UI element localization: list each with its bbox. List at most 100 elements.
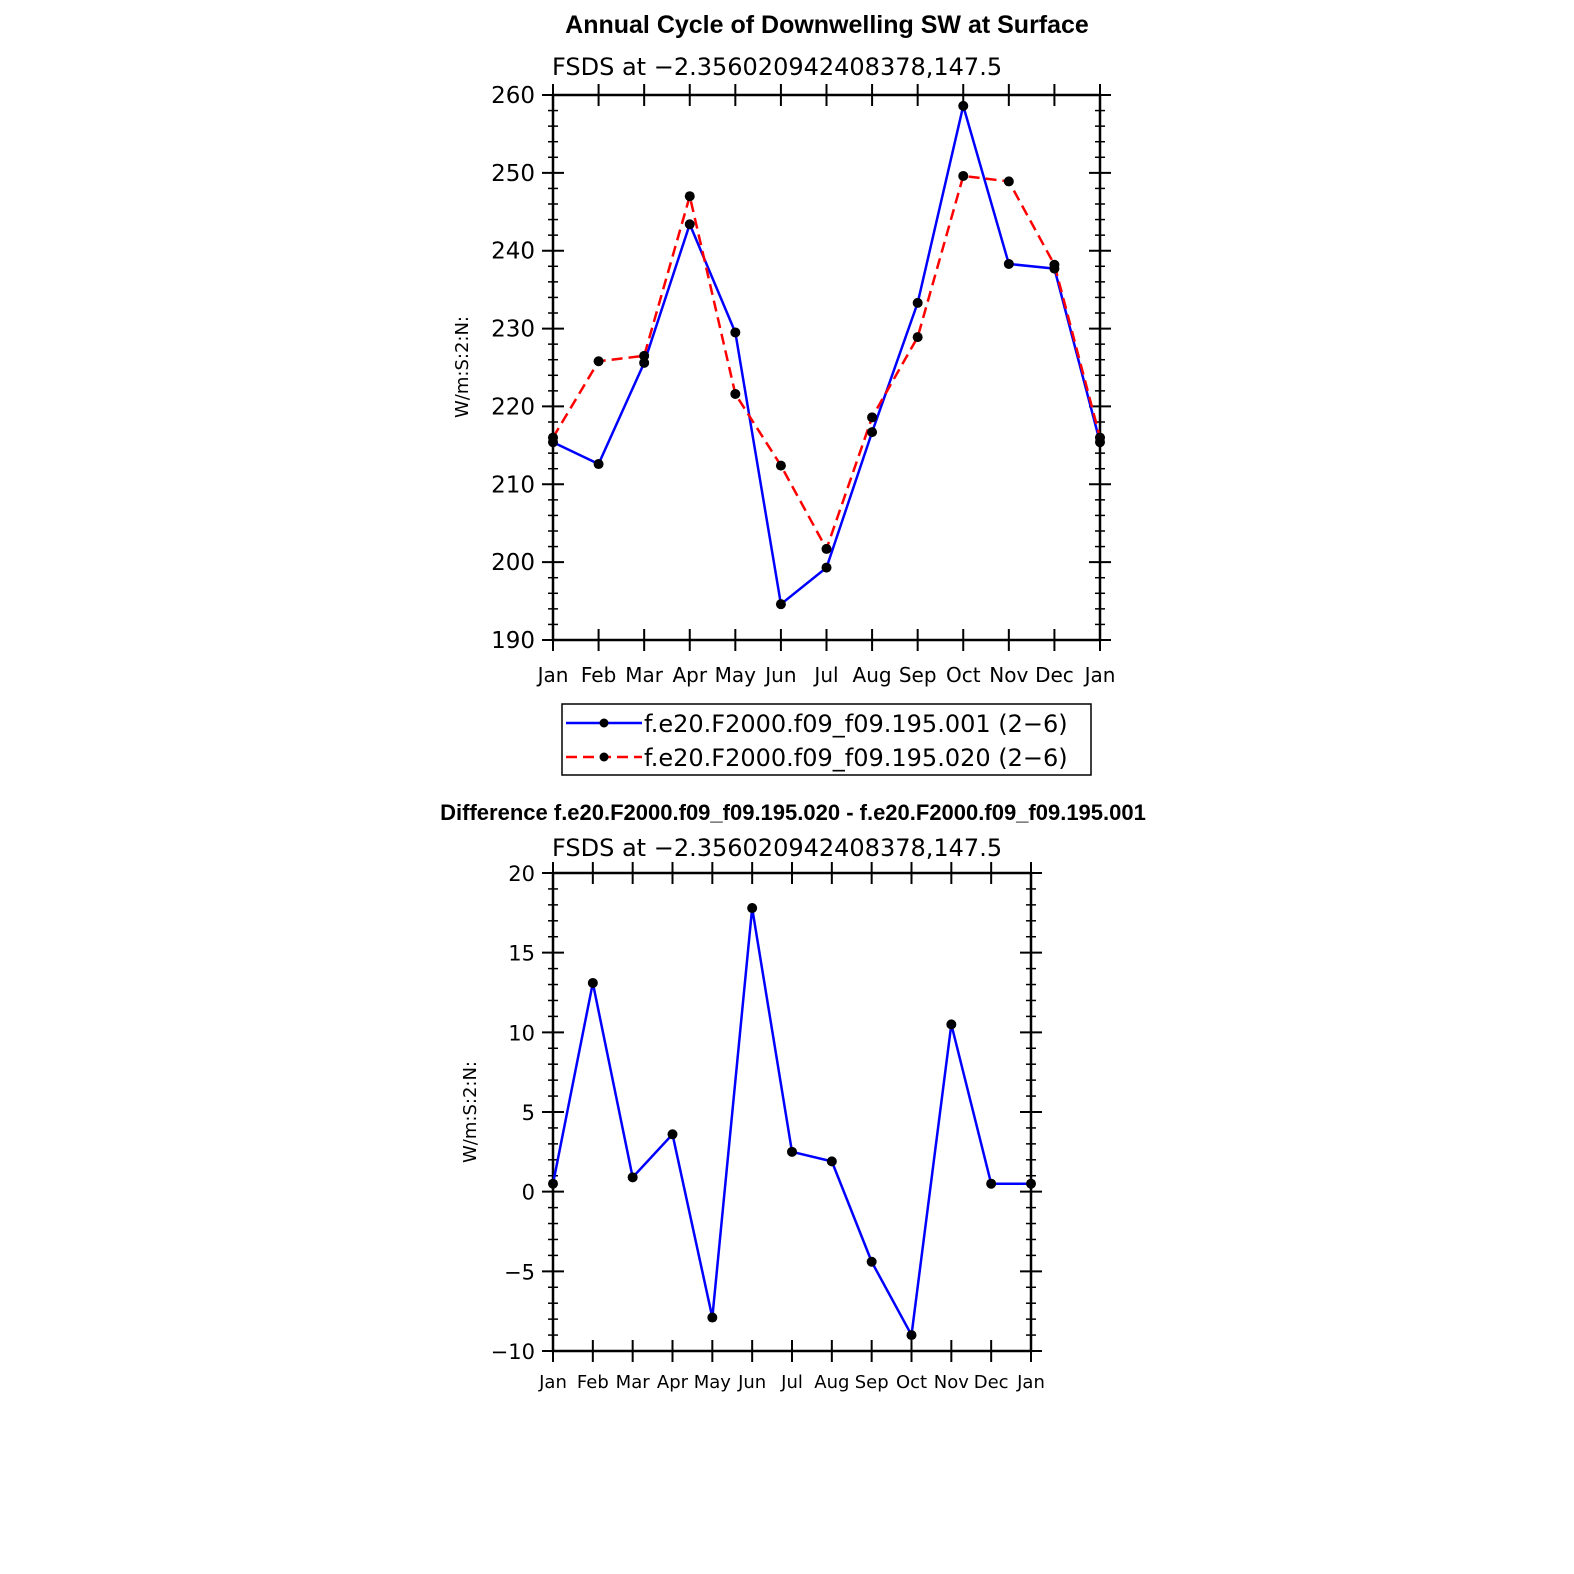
chart1-series-1-point: [912, 297, 923, 308]
chart1-series-1-point: [867, 427, 878, 438]
chart2-plot-frame: [551, 871, 1033, 1353]
chart1-series-2-point: [1049, 259, 1060, 270]
chart1-ytick-label: 230: [491, 317, 535, 343]
chart1-series-1-point: [639, 357, 650, 368]
chart2-xtick-label: Sep: [855, 1372, 889, 1393]
chart1-series-1-point: [775, 599, 786, 610]
chart1-xtick-label: Dec: [1035, 663, 1074, 687]
chart1-series-2-point: [775, 460, 786, 471]
chart1-series-2-point: [548, 432, 558, 443]
chart1-series-1-line: [552, 104, 1102, 606]
chart2-xtick-label: Aug: [814, 1372, 849, 1393]
chart2-series-1-point: [707, 1312, 718, 1323]
chart2-title: Difference f.e20.F2000.f09_f09.195.020 -…: [440, 800, 1146, 825]
chart2-xtick-label: Dec: [974, 1372, 1009, 1393]
chart2-ytick-label: 5: [522, 1101, 535, 1125]
legend-marker-series-1: [599, 718, 609, 728]
chart2-xtick-label: Apr: [657, 1372, 689, 1393]
chart2-series-1-point: [866, 1256, 877, 1267]
chart2-series-1-point: [826, 1156, 837, 1167]
chart1-xtick-label: Aug: [853, 663, 892, 687]
chart2-xtick-label: Nov: [934, 1372, 969, 1393]
chart1-legend: f.e20.F2000.f09_f09.195.001 (2−6) f.e20.…: [561, 703, 1092, 776]
chart2-xtick-label: May: [694, 1372, 732, 1393]
chart1-series-1-point: [821, 562, 832, 573]
chart2-series-1-point: [986, 1178, 997, 1189]
chart1-series-2-point: [867, 412, 878, 423]
chart2-series-1-point: [1026, 1178, 1036, 1189]
chart2-series-1-point: [946, 1019, 957, 1030]
chart1-ytick-label: 190: [491, 628, 535, 654]
chart2-xtick-label: Oct: [896, 1372, 927, 1393]
chart1-ytick-label: 210: [491, 472, 535, 498]
chart2-series-1-point: [906, 1330, 917, 1341]
chart2-ytick-label: 15: [508, 942, 535, 966]
chart2-series-1-point: [627, 1172, 638, 1183]
chart2-series-1-line: [551, 906, 1031, 1337]
chart1-ytick-label: 260: [491, 83, 535, 109]
chart2-series-1-point: [787, 1146, 797, 1157]
chart1-xtick-label: Jan: [536, 663, 569, 687]
chart1-ytick-label: 220: [491, 394, 535, 420]
chart2-ytick-label: 20: [508, 862, 535, 886]
chart1-series-2-point: [730, 388, 741, 399]
chart1-subtitle: FSDS at −2.356020942408378,147.5: [552, 53, 1002, 81]
annual-cycle-chart: Annual Cycle of Downwelling SW at Surfac…: [452, 11, 1115, 776]
chart1-ytick-label: 240: [491, 239, 535, 265]
chart2-series-group: [548, 903, 1036, 1341]
chart2-ytick-label: 10: [508, 1021, 535, 1045]
chart1-xtick-label: Jul: [812, 663, 838, 687]
chart2-subtitle: FSDS at −2.356020942408378,147.5: [552, 834, 1002, 862]
chart1-plot-frame: [551, 93, 1102, 642]
chart1-series-1-point: [684, 219, 695, 230]
chart1-xtick-label: Nov: [989, 663, 1028, 687]
chart1-xtick-label: May: [715, 663, 757, 687]
chart2-series-1-point: [587, 977, 598, 988]
chart1-xtick-label: Mar: [625, 663, 664, 687]
chart1-series-2-point: [1003, 176, 1014, 187]
chart2-series-1-point: [548, 1178, 558, 1189]
chart2-ylabel: W/m:S:2:N:: [460, 1061, 481, 1163]
legend-label-series-1: f.e20.F2000.f09_f09.195.001 (2−6): [644, 710, 1068, 738]
chart2-series-1-point: [667, 1129, 678, 1140]
chart1-series-2-point: [684, 191, 695, 202]
legend-box: [561, 703, 1092, 776]
chart2-xtick-label: Jan: [1016, 1372, 1045, 1393]
chart1-series-2-point: [593, 356, 604, 367]
chart1-series-2-point: [958, 170, 969, 181]
chart1-series-2-point: [821, 543, 832, 554]
chart2-ytick-label: −10: [491, 1340, 535, 1364]
chart1-series-2-point: [912, 332, 923, 343]
chart1-xtick-label: Jun: [763, 663, 796, 687]
legend-label-series-2: f.e20.F2000.f09_f09.195.020 (2−6): [644, 744, 1068, 772]
chart2-xtick-label: Jan: [538, 1372, 567, 1393]
chart2-xtick-label: Jul: [780, 1372, 803, 1393]
chart1-series-2-point: [639, 350, 650, 361]
chart1-xtick-label: Oct: [946, 663, 981, 687]
chart1-xtick-label: Sep: [899, 663, 937, 687]
chart1-xtick-label: Jan: [1083, 663, 1116, 687]
chart2-xtick-label: Feb: [577, 1372, 609, 1393]
chart1-series-2-point: [1095, 432, 1105, 443]
chart2-axes: −10 −5 0 5 10 15 20 Jan Feb Mar Apr May Jun Jul Aug Sep…: [491, 862, 1045, 1393]
chart1-xtick-label: Feb: [581, 663, 616, 687]
chart1-xtick-label: Apr: [672, 663, 707, 687]
chart2-series-1-point: [747, 903, 758, 914]
chart1-series-group: [548, 100, 1105, 610]
chart1-ytick-label: 250: [491, 161, 535, 187]
chart2-ytick-label: 0: [522, 1181, 535, 1205]
chart1-series-1-point: [730, 327, 741, 338]
chart1-ylabel: W/m:S:2:N:: [452, 316, 473, 418]
legend-marker-series-2: [599, 752, 609, 762]
chart1-series-2-line: [551, 174, 1102, 551]
chart1-title: Annual Cycle of Downwelling SW at Surfac…: [565, 11, 1089, 39]
chart1-ytick-label: 200: [491, 550, 535, 576]
chart1-series-1-point: [1003, 258, 1014, 269]
chart2-xtick-label: Jun: [737, 1372, 766, 1393]
difference-chart: Difference f.e20.F2000.f09_f09.195.020 -…: [440, 800, 1146, 1393]
chart2-xtick-label: Mar: [616, 1372, 651, 1393]
chart2-ytick-label: −5: [504, 1260, 535, 1284]
chart1-series-1-point: [958, 100, 969, 111]
